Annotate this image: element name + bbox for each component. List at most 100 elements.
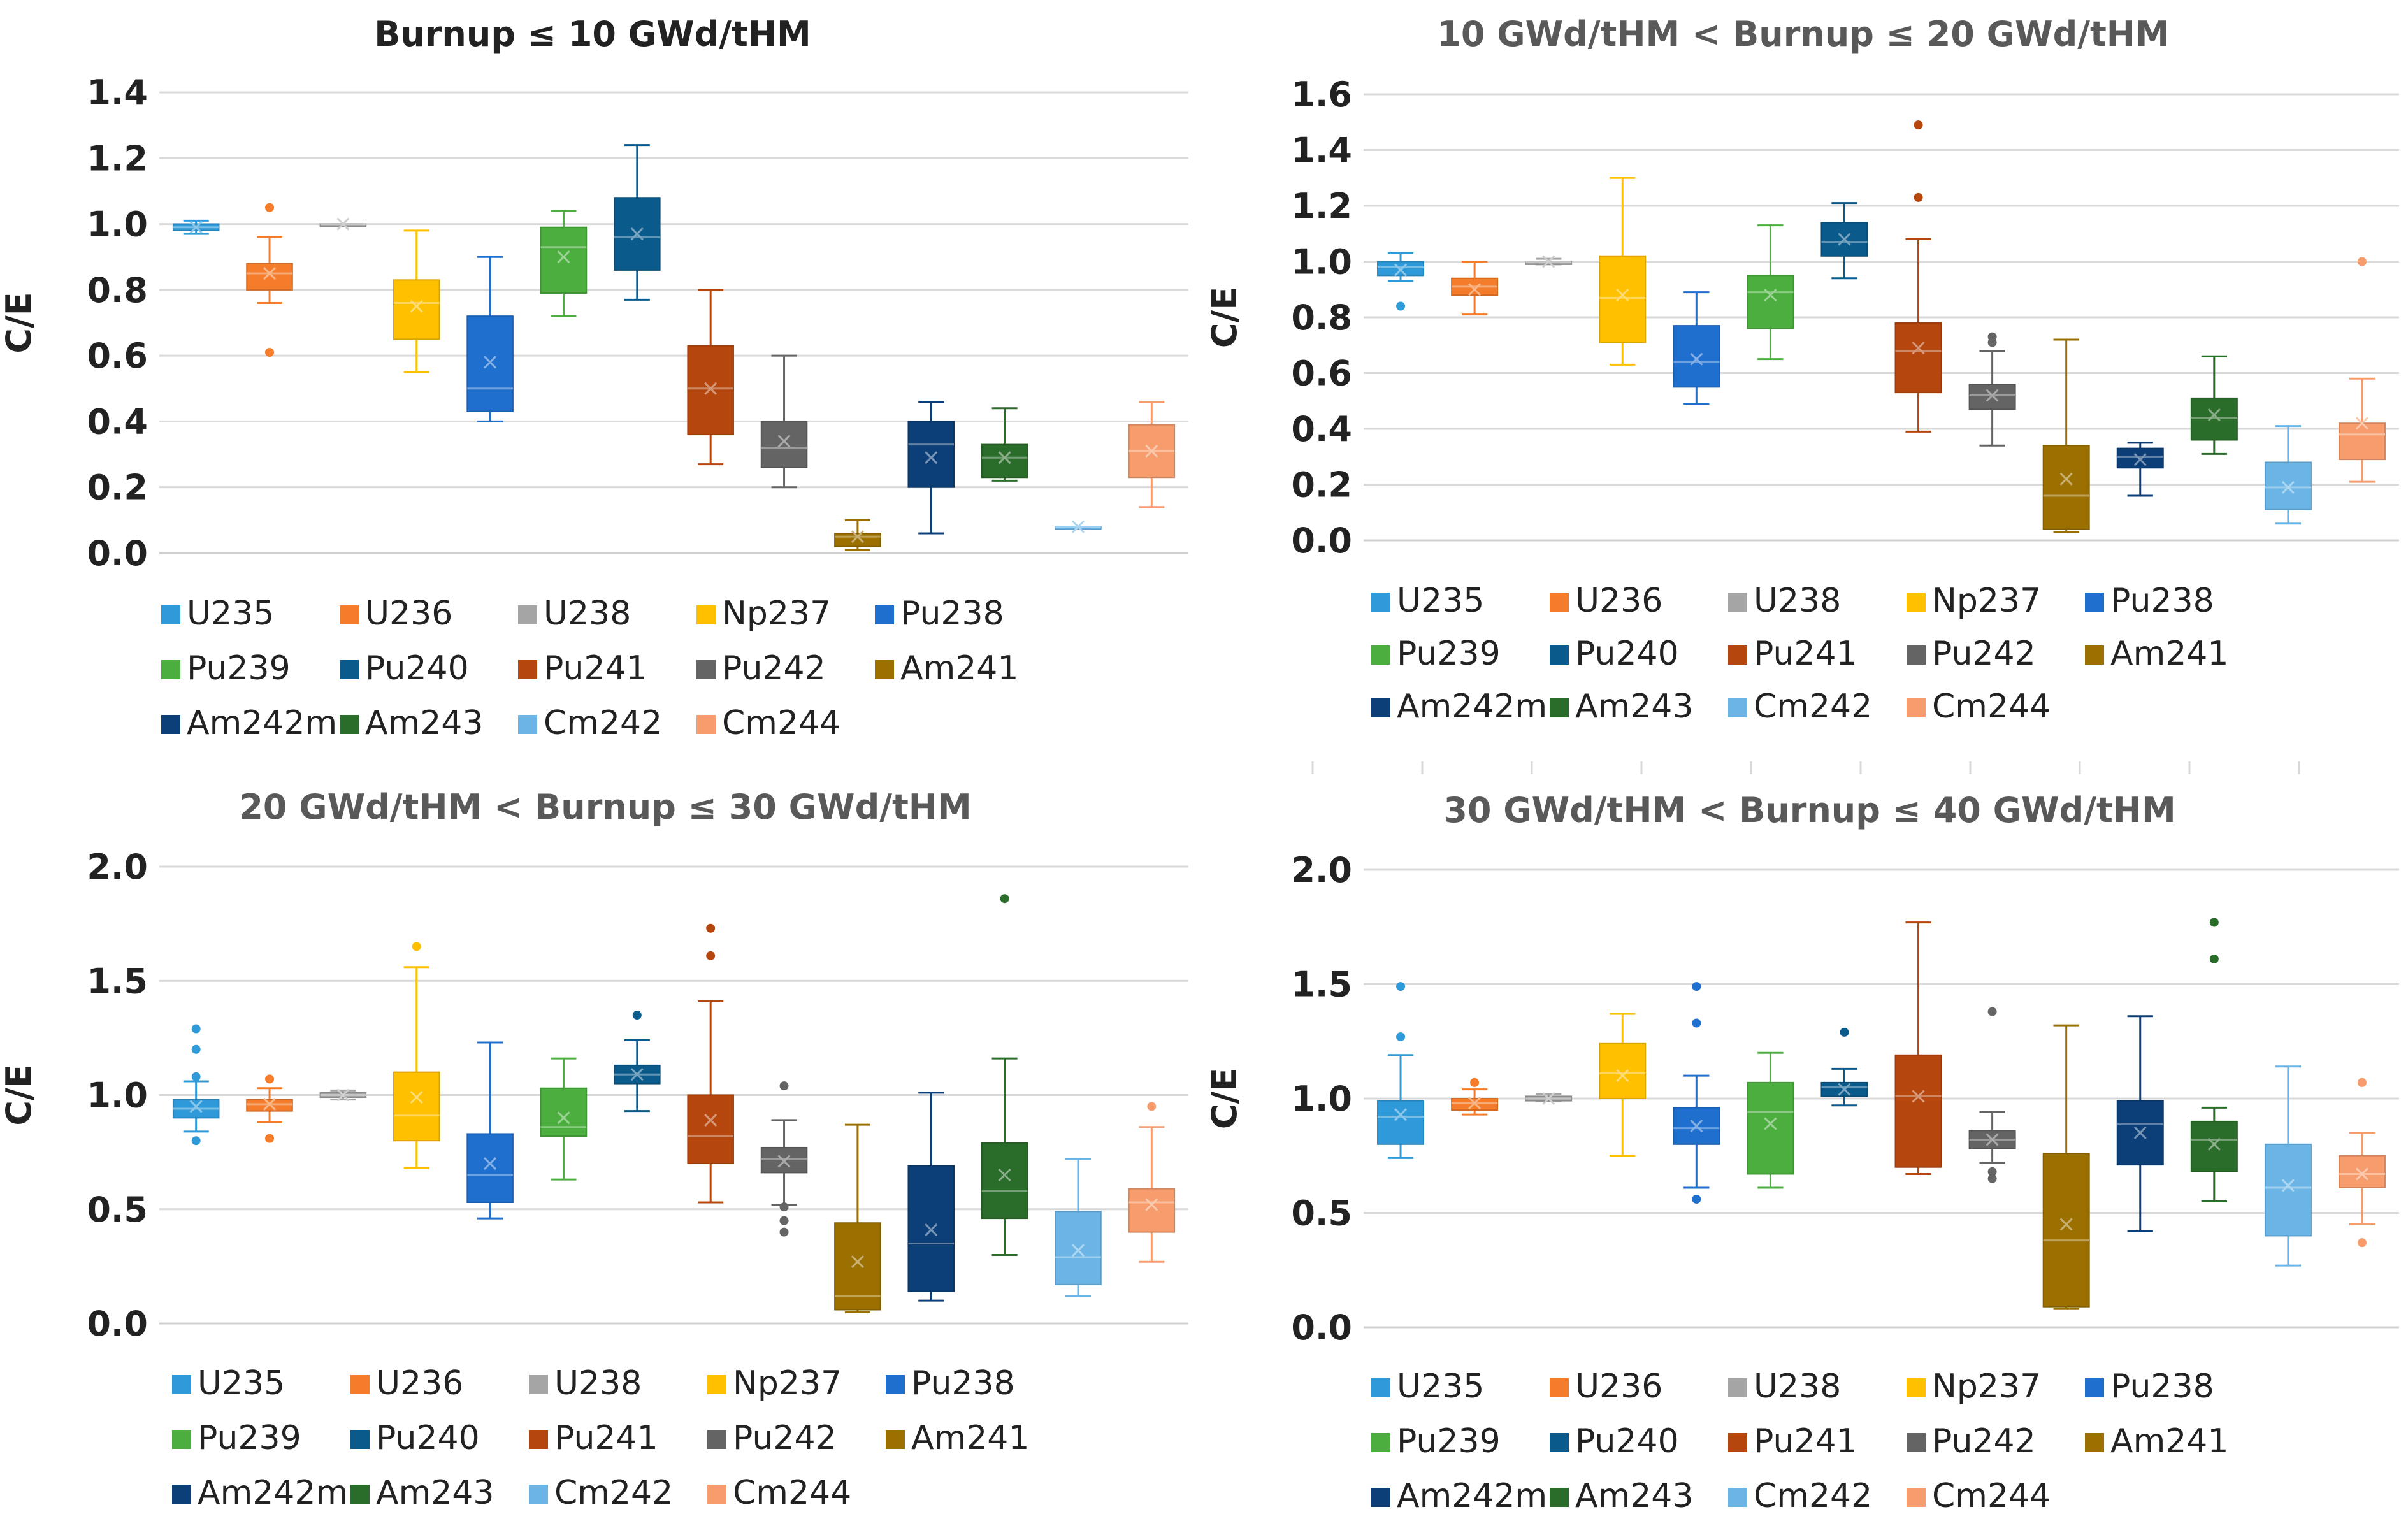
y-tick-label: 0.5	[1291, 1193, 1352, 1234]
legend-item-Np237: Np237	[707, 1364, 842, 1402]
legend-item-Am243: Am243	[350, 1474, 494, 1512]
legend-item-Pu238: Pu238	[2085, 582, 2214, 620]
panel-separator	[1311, 761, 2300, 774]
y-tick-label: 2.0	[1291, 850, 1352, 890]
outlier-point	[191, 1024, 201, 1034]
chart-panel-2: 10 GWd/tHM < Burnup ≤ 20 GWd/tHM C/E 0.0 0.…	[1204, 14, 2399, 726]
legend-label: Np237	[733, 1364, 842, 1402]
outlier-point	[706, 923, 716, 933]
box-iqr	[1128, 1188, 1176, 1233]
legend-swatch	[529, 1485, 548, 1504]
box-Np237	[393, 942, 440, 1169]
legend-item-U235: U235	[172, 1364, 285, 1402]
legend-label: Cm244	[733, 1474, 851, 1512]
box-Am242m	[907, 1092, 955, 1302]
box-iqr	[2264, 461, 2312, 510]
legend-swatch	[1550, 1488, 1569, 1507]
legend-label: Am243	[1575, 688, 1693, 726]
box-iqr	[1599, 1042, 1647, 1099]
box-U238	[1525, 1092, 1573, 1106]
box-Cm244	[1128, 1102, 1176, 1263]
mean-marker	[557, 250, 570, 264]
outlier-point	[1840, 1027, 1849, 1037]
legend-item-Pu240: Pu240	[340, 649, 469, 688]
mean-marker	[1986, 1133, 1999, 1146]
legend-swatch	[875, 660, 894, 679]
legend-label: U236	[376, 1364, 463, 1402]
legend-item-U236: U236	[350, 1364, 463, 1402]
outlier-point	[1914, 120, 1923, 130]
outlier-point	[779, 1227, 789, 1237]
legend-label: U238	[1754, 582, 1841, 620]
box-iqr	[981, 443, 1028, 479]
mean-marker	[998, 1168, 1011, 1182]
y-tick-label: 0.2	[1291, 465, 1352, 505]
legend-item-Am241: Am241	[2085, 635, 2228, 673]
legend-item-Am243: Am243	[1550, 1477, 1693, 1515]
outlier-point	[265, 203, 275, 212]
mean-marker	[1145, 1198, 1158, 1211]
legend-label: Pu242	[733, 1419, 837, 1457]
legend-label: Cm244	[722, 704, 840, 742]
legend-swatch	[161, 660, 180, 679]
legend-item-Pu238: Pu238	[875, 595, 1004, 633]
legend-item-U236: U236	[340, 595, 452, 633]
legend-item-Pu242: Pu242	[1907, 1422, 2036, 1460]
box-Pu240	[1820, 1027, 1868, 1107]
outlier-point	[2357, 1238, 2367, 1248]
outlier-point	[2209, 918, 2219, 927]
legend-label: Np237	[1932, 1367, 2041, 1406]
outlier-point	[1692, 1018, 1701, 1028]
box-Pu239	[540, 210, 588, 317]
legend-label: Cm242	[1754, 688, 1872, 726]
box-iqr	[1599, 255, 1647, 343]
box-iqr	[1377, 1100, 1425, 1145]
mean-marker	[557, 1111, 570, 1125]
legend-label: U238	[544, 595, 631, 633]
y-tick-label: 0.0	[87, 1304, 148, 1344]
y-tick-label: 0.0	[1291, 1308, 1352, 1348]
legend-label: U235	[1397, 582, 1484, 620]
legend-item-Pu242: Pu242	[696, 649, 826, 688]
legend-swatch	[1550, 698, 1569, 717]
y-tick-label: 1.5	[87, 961, 148, 1001]
legend-item-U238: U238	[529, 1364, 642, 1402]
outlier-point	[2357, 1077, 2367, 1087]
mean-marker	[998, 451, 1011, 465]
legend-swatch	[1728, 1488, 1747, 1507]
box-U235	[172, 219, 220, 235]
legend-swatch	[1550, 1378, 1569, 1397]
legend-swatch	[2085, 1433, 2104, 1452]
legend-label: U235	[187, 595, 274, 633]
legend-swatch	[1371, 1488, 1390, 1507]
legend-swatch	[1728, 1378, 1747, 1397]
box-iqr	[2042, 445, 2090, 530]
mean-marker	[777, 435, 791, 448]
mean-marker	[1912, 1090, 1925, 1103]
legend-label: Cm242	[554, 1474, 673, 1512]
legend-swatch	[1550, 645, 1569, 665]
legend-item-Cm244: Cm244	[707, 1474, 851, 1512]
y-tick-label: 0.2	[87, 468, 148, 508]
legend-swatch	[172, 1430, 191, 1449]
box-Am243	[2190, 918, 2238, 1203]
legend-swatch	[1550, 593, 1569, 612]
legend-item-U235: U235	[1371, 582, 1484, 620]
legend-swatch	[350, 1375, 370, 1394]
mean-marker	[2059, 472, 2073, 486]
outlier-point	[779, 1081, 789, 1091]
legend-label: Pu239	[187, 649, 291, 688]
legend-swatch	[529, 1375, 548, 1394]
outlier-point	[1987, 338, 1997, 347]
legend-item-U238: U238	[1728, 582, 1841, 620]
mean-marker	[336, 217, 350, 231]
outlier-point	[779, 1202, 789, 1212]
box-iqr	[466, 315, 514, 412]
legend-swatch	[340, 660, 359, 679]
box-iqr	[1673, 325, 1720, 388]
legend-label: Am243	[376, 1474, 494, 1512]
box-iqr	[2338, 1155, 2386, 1189]
box-iqr	[2042, 1153, 2090, 1308]
mean-marker	[1071, 520, 1085, 533]
box-Pu241	[687, 289, 734, 466]
